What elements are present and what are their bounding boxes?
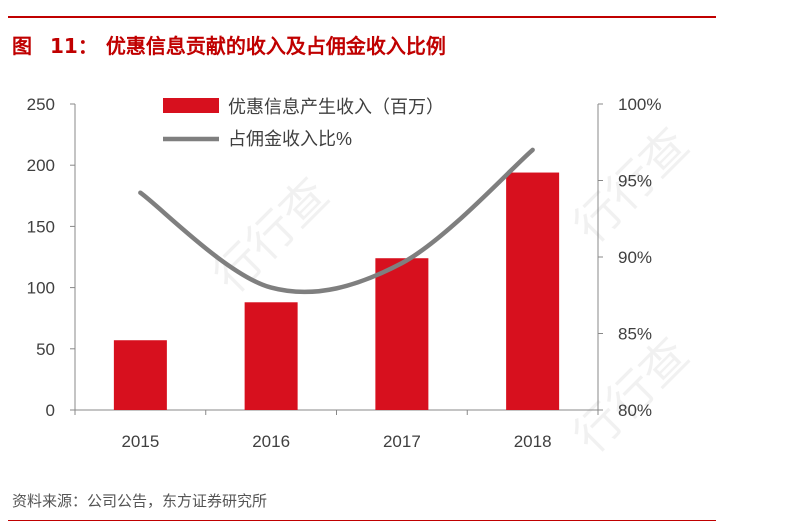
figure-title-text: 优惠信息贡献的收入及占佣金收入比例 [105,34,446,58]
bar-2015 [113,340,167,410]
ratio-line [138,147,535,295]
y-tick-label: 0 [46,401,55,420]
y-tick-label: 250 [27,95,55,114]
bar-2018 [506,172,560,410]
legend-bar-label: 优惠信息产生收入（百万） [228,97,444,117]
y2-tick-label: 90% [618,248,652,267]
y-tick-label: 200 [27,156,55,175]
y2-tick-label: 95% [618,172,652,191]
x-tick-label: 2016 [252,432,290,451]
footer-rule [8,520,716,521]
legend-bar-swatch [163,98,219,113]
y-tick-label: 50 [36,340,55,359]
source-note: 资料来源：公司公告，东方证券研究所 [12,492,268,510]
bar-2016 [244,302,298,410]
legend-line-label: 占佣金收入比% [228,129,352,149]
x-tick-label: 2017 [383,432,421,451]
figure-number: 11： [50,34,98,58]
bar-2017 [375,258,429,410]
combo-chart: 0 50 100 150 200 250 80% 85% 90% 95% 100% 2015 2016 2… [27,95,662,451]
figure-title: 图 11： 优惠信息贡献的收入及占佣金收入比例 [12,30,446,59]
y-tick-label: 150 [27,217,55,236]
x-tick-label: 2015 [121,432,159,451]
figure-label: 图 [12,34,32,58]
y2-tick-label: 100% [618,95,661,114]
y2-tick-label: 80% [618,401,652,420]
title-rule [8,16,716,18]
x-tick-label: 2018 [514,432,552,451]
y-tick-label: 100 [27,279,55,298]
y2-tick-label: 85% [618,325,652,344]
